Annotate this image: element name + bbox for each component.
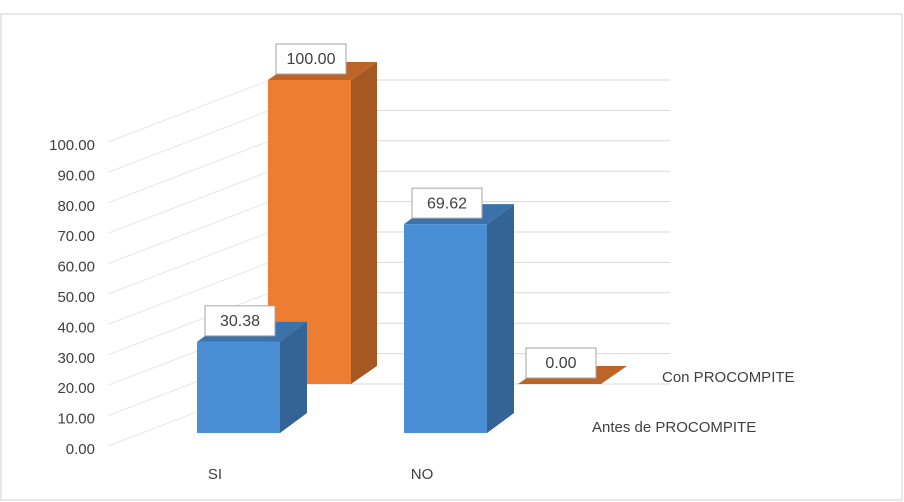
bar — [404, 224, 487, 433]
y-tick-label: 60.00 — [57, 259, 95, 276]
bar — [197, 341, 280, 433]
value-label-box — [204, 305, 276, 337]
legend-label: Con PROCOMPITE — [662, 369, 795, 386]
value-label-box — [411, 187, 483, 219]
y-tick-label: 90.00 — [57, 167, 95, 184]
grid-line-side — [107, 261, 271, 325]
y-tick-label: 50.00 — [57, 289, 95, 306]
y-tick-label: 70.00 — [57, 228, 95, 245]
y-tick-label: 80.00 — [57, 198, 95, 215]
grid-line-side — [107, 109, 271, 173]
bar-side — [351, 62, 377, 384]
y-tick-label: 100.00 — [49, 137, 95, 154]
bar-side — [280, 321, 307, 433]
grid-line-side — [107, 292, 271, 356]
value-label: 100.00 — [287, 51, 336, 68]
legend-label: Antes de PROCOMPITE — [592, 419, 756, 436]
grid-line-side — [107, 79, 271, 143]
value-label: 0.00 — [545, 355, 576, 372]
x-tick-label: NO — [411, 466, 434, 483]
y-tick-label: 40.00 — [57, 319, 95, 336]
grid-line-side — [107, 201, 271, 265]
y-tick-label: 30.00 — [57, 350, 95, 367]
value-label-box — [525, 347, 597, 379]
x-tick-label: SI — [208, 466, 222, 483]
grid-line-side — [107, 231, 271, 295]
value-label: 30.38 — [220, 313, 260, 330]
value-label: 69.62 — [427, 195, 467, 212]
y-tick-label: 0.00 — [66, 441, 95, 458]
value-label-box — [275, 43, 347, 75]
grid-line-side — [107, 170, 271, 234]
grid-line-side — [107, 140, 271, 204]
bar-side — [487, 204, 514, 433]
y-tick-label: 20.00 — [57, 380, 95, 397]
y-tick-label: 10.00 — [57, 411, 95, 428]
